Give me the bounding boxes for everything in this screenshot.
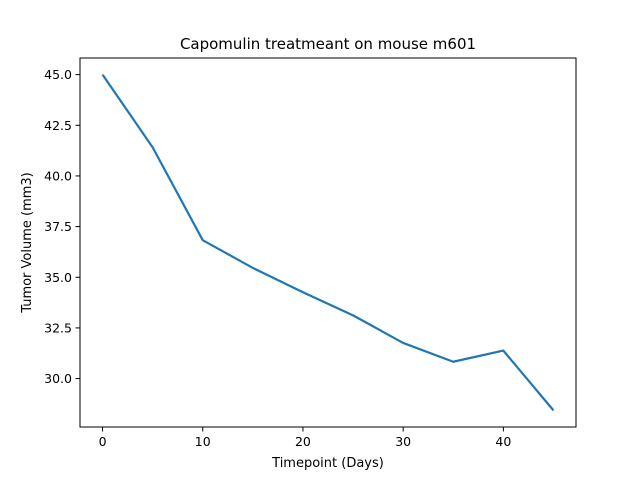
plot-frame — [79, 57, 577, 428]
series-line — [101, 73, 555, 412]
y-axis-ticks: 30.0 32.5 35.0 37.5 40.0 42.5 45.0 — [44, 67, 80, 386]
plot-content — [101, 73, 555, 412]
y-tick-label: 32.5 — [44, 320, 72, 335]
y-tick-label: 30.0 — [44, 371, 72, 386]
y-tick-label: 37.5 — [44, 219, 72, 234]
y-tick-label: 45.0 — [44, 67, 72, 82]
x-axis-ticks: 0 10 20 30 40 — [99, 427, 511, 449]
y-tick-label: 40.0 — [44, 168, 72, 183]
x-axis-label: Timepoint (Days) — [271, 456, 384, 471]
x-tick-label: 30 — [395, 434, 411, 449]
y-tick-label: 42.5 — [44, 118, 72, 133]
y-axis-label: Tumor Volume (mm3) — [20, 172, 35, 314]
x-tick-label: 40 — [495, 434, 511, 449]
chart-title: Capomulin treatmeant on mouse m601 — [180, 35, 476, 53]
x-tick-label: 20 — [295, 434, 311, 449]
x-tick-label: 10 — [195, 434, 211, 449]
x-tick-label: 0 — [99, 434, 107, 449]
y-tick-label: 35.0 — [44, 270, 72, 285]
